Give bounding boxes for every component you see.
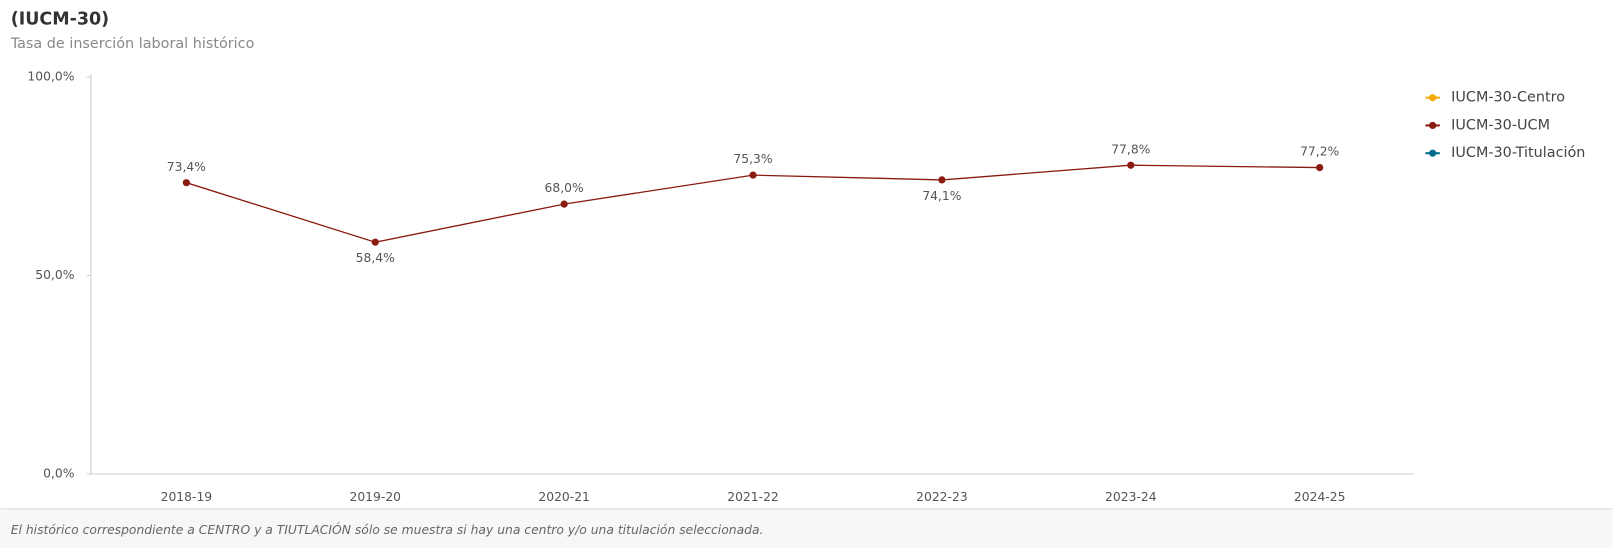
data-label: 75,3% xyxy=(733,152,772,166)
data-point xyxy=(749,171,757,179)
x-tick-label: 2021-22 xyxy=(727,490,779,504)
data-label: 77,2% xyxy=(1300,145,1339,159)
data-label: 68,0% xyxy=(545,181,584,195)
data-point xyxy=(371,238,379,246)
x-tick-label: 2024-25 xyxy=(1294,490,1346,504)
x-tick-label: 2019-20 xyxy=(350,490,402,504)
footer-note: El histórico correspondiente a CENTRO y … xyxy=(11,522,764,537)
data-label: 77,8% xyxy=(1111,142,1150,156)
legend-marker xyxy=(1429,94,1437,102)
data-point xyxy=(938,176,946,184)
legend-label: IUCM-30-Centro xyxy=(1451,90,1565,106)
chart-title: (IUCM-30) xyxy=(11,10,109,30)
chart-subtitle: Tasa de inserción laboral histórico xyxy=(10,36,255,52)
data-point xyxy=(1316,163,1324,172)
x-tick-label: 2023-24 xyxy=(1105,490,1157,504)
x-tick-label: 2022-23 xyxy=(916,490,968,504)
footer xyxy=(0,508,1613,548)
legend-label: IUCM-30-Titulación xyxy=(1451,145,1585,161)
x-tick-label: 2020-21 xyxy=(538,490,590,504)
data-point xyxy=(560,200,568,208)
data-label: 74,1% xyxy=(922,189,961,203)
legend-marker xyxy=(1429,121,1437,130)
legend-label: IUCM-30-UCM xyxy=(1451,117,1550,133)
data-label: 58,4% xyxy=(356,251,395,265)
legend-marker xyxy=(1429,149,1437,157)
y-tick-label: 50,0% xyxy=(35,268,74,282)
data-label: 73,4% xyxy=(167,160,206,174)
data-point xyxy=(182,179,190,187)
x-tick-label: 2018-19 xyxy=(161,490,213,504)
y-tick-label: 0,0% xyxy=(43,466,75,480)
data-point xyxy=(1127,161,1135,169)
y-tick-label: 100,0% xyxy=(27,70,74,84)
